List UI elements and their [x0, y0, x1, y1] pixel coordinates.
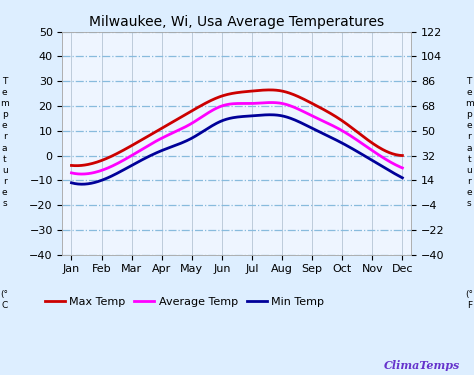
Text: (°
F: (° F: [465, 290, 473, 310]
Title: Milwaukee, Wi, Usa Average Temperatures: Milwaukee, Wi, Usa Average Temperatures: [90, 15, 384, 29]
Legend: Max Temp, Average Temp, Min Temp: Max Temp, Average Temp, Min Temp: [40, 293, 329, 312]
Text: T
e
m
p
e
r
a
t
u
r
e
s: T e m p e r a t u r e s: [465, 77, 474, 208]
Text: ClimaTemps: ClimaTemps: [383, 360, 460, 371]
Text: T
e
m
p
e
r
a
t
u
r
e
s: T e m p e r a t u r e s: [0, 77, 9, 208]
Text: (°
C: (° C: [1, 290, 9, 310]
